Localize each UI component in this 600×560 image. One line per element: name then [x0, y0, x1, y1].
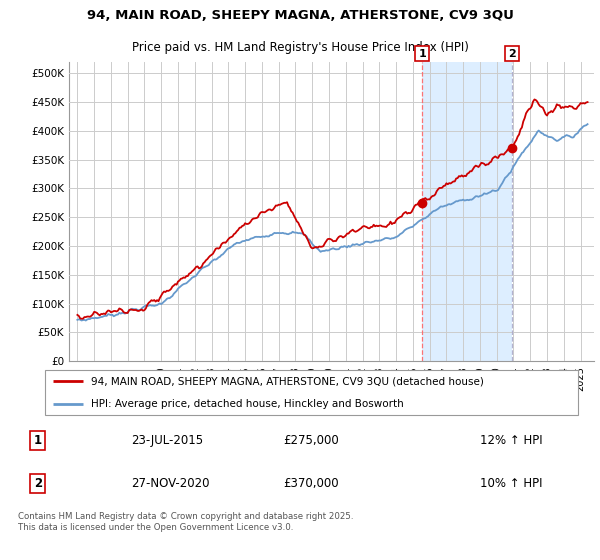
Text: 2: 2: [34, 477, 42, 490]
Text: Price paid vs. HM Land Registry's House Price Index (HPI): Price paid vs. HM Land Registry's House …: [131, 41, 469, 54]
Text: £370,000: £370,000: [283, 477, 339, 490]
Text: 94, MAIN ROAD, SHEEPY MAGNA, ATHERSTONE, CV9 3QU (detached house): 94, MAIN ROAD, SHEEPY MAGNA, ATHERSTONE,…: [91, 376, 484, 386]
Text: £275,000: £275,000: [283, 434, 339, 447]
Text: 23-JUL-2015: 23-JUL-2015: [131, 434, 203, 447]
Text: 12% ↑ HPI: 12% ↑ HPI: [481, 434, 543, 447]
Text: 1: 1: [418, 49, 426, 59]
Text: 10% ↑ HPI: 10% ↑ HPI: [481, 477, 543, 490]
FancyBboxPatch shape: [45, 370, 578, 415]
Bar: [422, 62, 512, 361]
Text: 27-NOV-2020: 27-NOV-2020: [131, 477, 209, 490]
Text: 2: 2: [508, 49, 516, 59]
Text: Contains HM Land Registry data © Crown copyright and database right 2025.
This d: Contains HM Land Registry data © Crown c…: [18, 512, 353, 532]
Text: HPI: Average price, detached house, Hinckley and Bosworth: HPI: Average price, detached house, Hinc…: [91, 399, 403, 409]
Text: 1: 1: [34, 434, 42, 447]
Text: 94, MAIN ROAD, SHEEPY MAGNA, ATHERSTONE, CV9 3QU: 94, MAIN ROAD, SHEEPY MAGNA, ATHERSTONE,…: [86, 9, 514, 22]
